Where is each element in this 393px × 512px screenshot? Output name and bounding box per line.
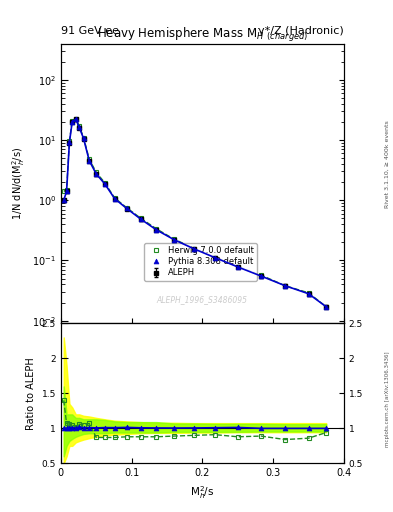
- X-axis label: M$^2_h$/s: M$^2_h$/s: [190, 484, 215, 501]
- Y-axis label: 1/N dN/d(M$^2_h$/s): 1/N dN/d(M$^2_h$/s): [10, 147, 27, 220]
- Herwig 7.0.0 default: [154, 226, 159, 232]
- Herwig 7.0.0 default: [70, 118, 75, 124]
- Herwig 7.0.0 default: [64, 186, 69, 193]
- Pythia 8.308 default: [77, 124, 82, 131]
- Pythia 8.308 default: [94, 171, 99, 177]
- Title: Heavy Hemisphere Mass M$_H$ $_{(charged)}$: Heavy Hemisphere Mass M$_H$ $_{(charged)…: [97, 26, 308, 44]
- Herwig 7.0.0 default: [67, 138, 72, 144]
- Pythia 8.308 default: [112, 196, 117, 202]
- Herwig 7.0.0 default: [324, 304, 329, 310]
- Pythia 8.308 default: [235, 264, 240, 270]
- Pythia 8.308 default: [324, 304, 329, 310]
- Herwig 7.0.0 default: [87, 156, 92, 162]
- Pythia 8.308 default: [124, 205, 129, 211]
- Pythia 8.308 default: [138, 216, 143, 222]
- Pythia 8.308 default: [67, 139, 72, 145]
- Herwig 7.0.0 default: [81, 135, 86, 141]
- Line: Herwig 7.0.0 default: Herwig 7.0.0 default: [61, 116, 329, 309]
- Herwig 7.0.0 default: [112, 195, 117, 201]
- Pythia 8.308 default: [103, 181, 107, 187]
- Herwig 7.0.0 default: [124, 205, 129, 211]
- Pythia 8.308 default: [64, 188, 69, 195]
- Herwig 7.0.0 default: [235, 263, 240, 269]
- Herwig 7.0.0 default: [103, 180, 107, 186]
- Pythia 8.308 default: [81, 135, 86, 141]
- Pythia 8.308 default: [283, 283, 288, 289]
- Herwig 7.0.0 default: [306, 290, 311, 296]
- Text: ALEPH_1996_S3486095: ALEPH_1996_S3486095: [157, 295, 248, 304]
- Pythia 8.308 default: [306, 291, 311, 297]
- Pythia 8.308 default: [259, 273, 263, 279]
- Herwig 7.0.0 default: [191, 245, 196, 251]
- Pythia 8.308 default: [154, 227, 159, 233]
- Herwig 7.0.0 default: [77, 123, 82, 129]
- Pythia 8.308 default: [61, 197, 66, 203]
- Text: 91 GeV ee: 91 GeV ee: [61, 26, 119, 36]
- Herwig 7.0.0 default: [259, 272, 263, 278]
- Legend: Herwig 7.0.0 default, Pythia 8.308 default, ALEPH: Herwig 7.0.0 default, Pythia 8.308 defau…: [144, 243, 257, 281]
- Pythia 8.308 default: [191, 246, 196, 252]
- Text: Rivet 3.1.10, ≥ 400k events: Rivet 3.1.10, ≥ 400k events: [385, 120, 390, 208]
- Pythia 8.308 default: [73, 116, 78, 122]
- Y-axis label: Ratio to ALEPH: Ratio to ALEPH: [26, 357, 36, 430]
- Herwig 7.0.0 default: [94, 169, 99, 176]
- Herwig 7.0.0 default: [73, 116, 78, 122]
- Line: Pythia 8.308 default: Pythia 8.308 default: [61, 117, 329, 309]
- Herwig 7.0.0 default: [283, 283, 288, 289]
- Text: mcplots.cern.ch [arXiv:1306.3436]: mcplots.cern.ch [arXiv:1306.3436]: [385, 352, 390, 447]
- Herwig 7.0.0 default: [213, 254, 217, 260]
- Pythia 8.308 default: [70, 119, 75, 125]
- Pythia 8.308 default: [87, 158, 92, 164]
- Text: γ*/Z (Hadronic): γ*/Z (Hadronic): [258, 26, 344, 36]
- Pythia 8.308 default: [213, 254, 217, 261]
- Herwig 7.0.0 default: [172, 236, 176, 242]
- Herwig 7.0.0 default: [138, 215, 143, 221]
- Pythia 8.308 default: [172, 237, 176, 243]
- Herwig 7.0.0 default: [61, 188, 66, 195]
